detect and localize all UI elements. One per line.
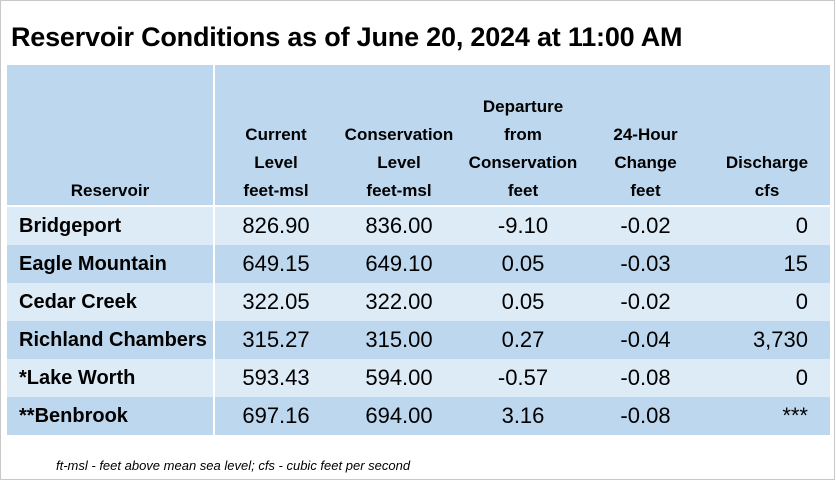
page-title: Reservoir Conditions as of June 20, 2024… — [11, 22, 683, 52]
departure-cell: -9.10 — [461, 205, 585, 245]
departure-cell: 0.05 — [461, 245, 585, 283]
change-cell: -0.08 — [585, 397, 706, 435]
current-level-cell: 322.05 — [215, 283, 337, 321]
departure-cell: -0.57 — [461, 359, 585, 397]
change-cell: -0.04 — [585, 321, 706, 359]
reservoir-name: **Benbrook — [7, 397, 215, 435]
current-level-cell: 315.27 — [215, 321, 337, 359]
reservoir-name: Eagle Mountain — [7, 245, 215, 283]
header-line: Current — [245, 125, 307, 144]
current-level-cell: 697.16 — [215, 397, 337, 435]
discharge-cell: 3,730 — [706, 321, 830, 359]
header-conservation-level: Conservation Level feet-msl — [337, 65, 461, 205]
footnote: ft-msl - feet above mean sea level; cfs … — [56, 458, 411, 473]
reservoir-name: Cedar Creek — [7, 283, 215, 321]
conservation-level-cell: 694.00 — [337, 397, 461, 435]
conservation-level-cell: 836.00 — [337, 205, 461, 245]
reservoir-name: Bridgeport — [7, 205, 215, 245]
change-cell: -0.02 — [585, 283, 706, 321]
reservoir-name: Richland Chambers — [7, 321, 215, 359]
discharge-cell: 0 — [706, 359, 830, 397]
departure-cell: 0.05 — [461, 283, 585, 321]
header-line: Level — [377, 153, 421, 172]
table-header: Reservoir Current Level feet-msl Conserv… — [7, 65, 830, 205]
header-reservoir: Reservoir — [7, 65, 215, 205]
current-level-cell: 649.15 — [215, 245, 337, 283]
header-24-hour-change: 24-Hour Change feet — [585, 65, 706, 205]
table-row: Richland Chambers 315.27 315.00 0.27 -0.… — [7, 321, 830, 359]
discharge-cell: 0 — [706, 283, 830, 321]
table-body: Bridgeport 826.90 836.00 -9.10 -0.02 0 E… — [7, 205, 830, 435]
conservation-level-cell: 649.10 — [337, 245, 461, 283]
conservation-level-cell: 322.00 — [337, 283, 461, 321]
header-current-level: Current Level feet-msl — [215, 65, 337, 205]
current-level-cell: 593.43 — [215, 359, 337, 397]
header-line: from — [504, 125, 542, 144]
reservoir-table: Reservoir Current Level feet-msl Conserv… — [7, 65, 830, 435]
header-line: Conservation — [344, 125, 454, 144]
table-row: **Benbrook 697.16 694.00 3.16 -0.08 *** — [7, 397, 830, 435]
discharge-cell: 0 — [706, 205, 830, 245]
conservation-level-cell: 594.00 — [337, 359, 461, 397]
header-line: 24-Hour — [613, 125, 678, 144]
header-line: cfs — [754, 181, 780, 200]
header-line: Reservoir — [70, 181, 150, 200]
reservoir-name: *Lake Worth — [7, 359, 215, 397]
header-line: Discharge — [725, 153, 809, 172]
departure-cell: 3.16 — [461, 397, 585, 435]
header-departure: Departure from Conservation feet — [461, 65, 585, 205]
header-discharge: Discharge cfs — [706, 65, 830, 205]
conservation-level-cell: 315.00 — [337, 321, 461, 359]
table-row: *Lake Worth 593.43 594.00 -0.57 -0.08 0 — [7, 359, 830, 397]
discharge-cell: *** — [706, 397, 830, 435]
change-cell: -0.03 — [585, 245, 706, 283]
discharge-cell: 15 — [706, 245, 830, 283]
header-line: Departure — [482, 97, 564, 116]
departure-cell: 0.27 — [461, 321, 585, 359]
change-cell: -0.02 — [585, 205, 706, 245]
current-level-cell: 826.90 — [215, 205, 337, 245]
header-line: feet-msl — [243, 181, 309, 200]
header-line: feet — [507, 181, 539, 200]
table-row: Cedar Creek 322.05 322.00 0.05 -0.02 0 — [7, 283, 830, 321]
header-line: Conservation — [468, 153, 578, 172]
header-line: feet — [630, 181, 661, 200]
change-cell: -0.08 — [585, 359, 706, 397]
header-line: feet-msl — [366, 181, 432, 200]
header-line: Change — [614, 153, 677, 172]
header-line: Level — [254, 153, 298, 172]
table-row: Bridgeport 826.90 836.00 -9.10 -0.02 0 — [7, 205, 830, 245]
table-row: Eagle Mountain 649.15 649.10 0.05 -0.03 … — [7, 245, 830, 283]
